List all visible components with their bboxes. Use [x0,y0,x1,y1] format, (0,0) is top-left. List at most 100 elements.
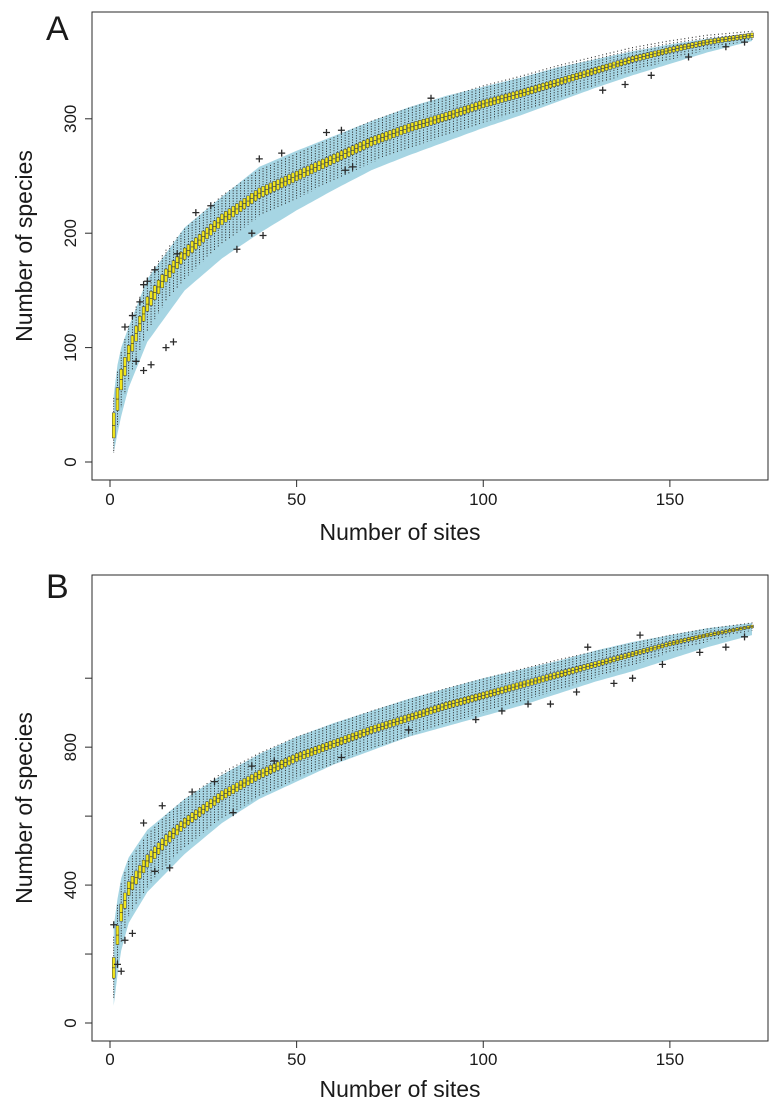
boxplot [477,679,482,714]
outlier-point [140,819,148,827]
boxplot [619,49,624,76]
boxplot [649,638,653,659]
boxplot [395,702,400,741]
boxplot [522,74,526,111]
boxplot [257,752,261,797]
boxplot [429,692,433,729]
boxplot [317,728,321,770]
boxplot [455,93,459,132]
boxplot [671,39,676,60]
boxplot [574,655,579,685]
outlier-point [121,936,129,944]
boxplot [496,674,500,709]
boxplot [377,708,381,747]
outlier-point [169,338,177,346]
boxplot [731,32,736,44]
boxplot [425,693,429,730]
boxplot [507,78,512,115]
boxplot [261,751,265,795]
boxplot [149,830,153,884]
boxplot [332,723,336,764]
boxplot [145,277,150,331]
boxplot [627,643,631,667]
boxplot [354,715,359,755]
boxplot [466,89,471,128]
boxplot [459,92,463,131]
boxplot [324,140,329,185]
outlier-point [121,323,129,331]
boxplot [739,31,743,43]
boxplot [433,691,437,728]
boxplot [500,673,504,707]
boxplot [642,44,646,69]
boxplot [212,201,217,251]
boxplot [414,697,418,734]
panel-b: B 0 400 800 0 50 100 150 Number of sites Number … [0,556,771,1102]
boxplot [526,666,530,700]
boxplot [391,112,396,154]
outlier-point [140,281,148,289]
boxplot [253,754,258,799]
boxplot [515,669,519,703]
boxplot [433,100,437,140]
boxplot [638,45,642,70]
boxplot [604,648,609,674]
y-tick-label: 0 [61,457,80,466]
boxplot [235,764,239,810]
boxplot [563,657,568,688]
boxplot [339,133,344,177]
boxplot [537,664,541,696]
boxplot [220,195,224,244]
boxplot [638,641,642,663]
boxplot [425,102,429,143]
boxplot [354,127,359,170]
boxplot [418,695,422,733]
outlier-point [524,700,532,708]
boxplot [511,77,515,114]
boxplot [593,651,597,678]
boxplot [518,668,523,702]
boxplot [526,73,530,110]
boxplot [701,35,706,51]
boxplot [126,860,131,917]
boxplot [280,159,284,206]
boxplot [578,654,582,683]
boxplot [552,66,556,101]
boxplot [522,667,526,701]
x-tick-label: 0 [105,490,114,509]
boxplot [141,839,146,894]
boxplot [593,56,597,86]
boxplot [201,211,205,262]
boxplot [518,75,523,112]
boxplot [380,707,385,746]
boxplot [485,677,489,712]
boxplot [645,639,650,661]
boxplot [589,56,594,87]
boxplot [265,166,269,214]
boxplot [403,109,407,150]
outlier-point [472,716,480,724]
boxplot [365,122,370,165]
boxplot [291,155,295,201]
boxplot [582,58,586,90]
outlier-point [621,80,629,88]
boxplot [746,622,750,632]
y-tick-label: 100 [61,333,80,361]
boxplot [216,198,220,248]
boxplot [276,744,280,788]
boxplot [168,811,172,862]
boxplot [459,684,463,720]
boxplot [119,883,123,942]
boxplot [231,766,235,813]
boxplot [294,736,299,779]
boxplot [563,63,568,97]
outlier-point [696,648,704,656]
outlier-point [573,688,581,696]
boxplot [630,642,635,666]
boxplot [597,650,601,677]
boxplot [481,678,485,713]
boxplot [246,177,250,225]
boxplot [690,36,694,54]
boxplot [347,130,351,174]
boxplot [141,287,146,341]
